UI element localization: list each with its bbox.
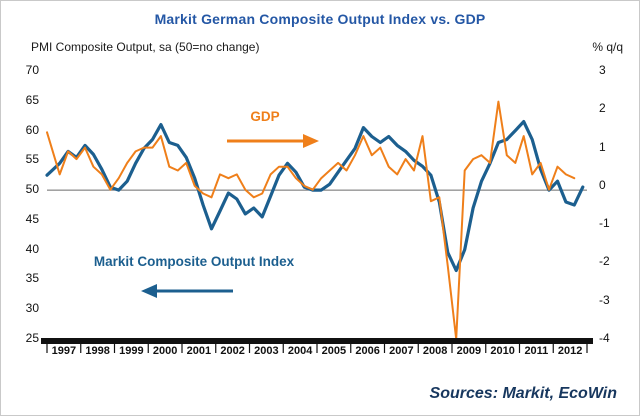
right-axis-title: % q/q <box>592 40 623 54</box>
gdp-series-annotation: GDP <box>250 109 280 124</box>
sources-credit: Sources: Markit, EcoWin <box>429 385 617 402</box>
gdp-line <box>46 100 576 340</box>
pmi-line <box>45 119 585 273</box>
left-axis-title: PMI Composite Output, sa (50=no change) <box>31 40 260 54</box>
pmi-series-annotation: Markit Composite Output Index <box>93 254 295 269</box>
chart-title: Markit German Composite Output Index vs.… <box>154 11 486 27</box>
x-axis-bar <box>41 338 593 344</box>
pmi-arrow-head <box>141 284 157 298</box>
gdp-arrow-head <box>303 134 319 148</box>
